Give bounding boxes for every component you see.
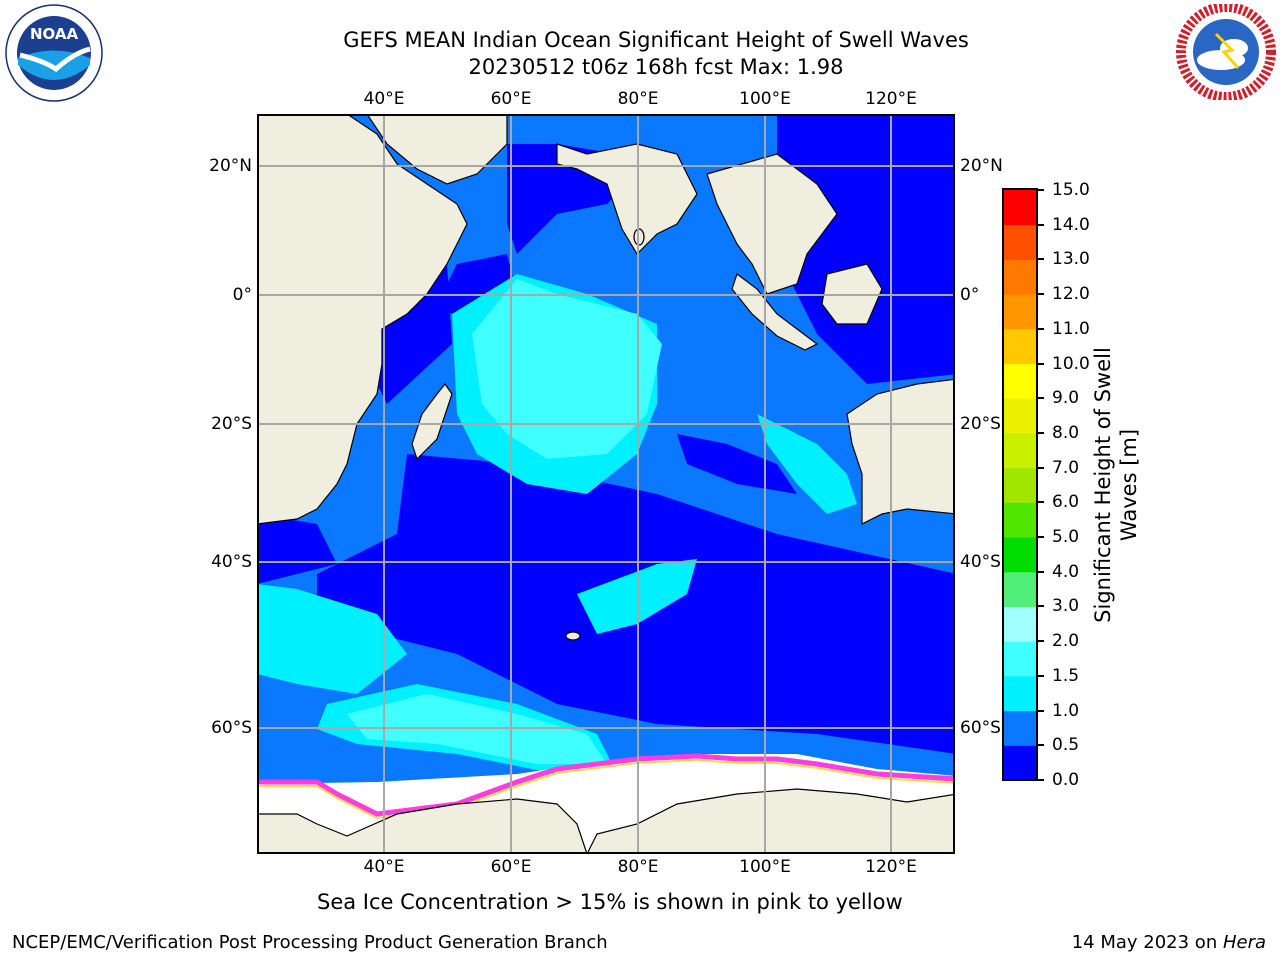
lat-label-right-40s: 40°S <box>960 552 1001 572</box>
lon-label-bottom-100: 100°E <box>739 857 791 877</box>
lon-label-top-40: 40°E <box>363 89 405 109</box>
lat-label-right-20n: 20°N <box>960 156 1003 176</box>
colorbar-tick-mark <box>1038 674 1044 677</box>
colorbar-band <box>1003 710 1037 746</box>
colorbar-band <box>1003 190 1037 226</box>
lon-label-top-60: 60°E <box>490 89 532 109</box>
colorbar-tick-mark <box>1038 189 1044 191</box>
colorbar-tick-label: 4.0 <box>1052 561 1080 582</box>
footer-date-text: 14 May 2023 on <box>1071 932 1223 953</box>
colorbar-tick-label: 7.0 <box>1052 457 1080 478</box>
sea-ice-edge-yellow <box>257 758 954 820</box>
colorbar-tick-mark <box>1038 744 1044 747</box>
antarctica-land-east <box>586 788 954 853</box>
colorbar-tick-label: 3.0 <box>1052 596 1080 617</box>
colorbar-tick-label: 15.0 <box>1052 180 1090 200</box>
colorbar-band <box>1003 294 1037 330</box>
colorbar-tick-label: 12.0 <box>1052 284 1090 305</box>
colorbar-tick-label: 10.0 <box>1052 353 1090 374</box>
chart-title: GEFS MEAN Indian Ocean Significant Heigh… <box>343 28 969 52</box>
colorbar-band <box>1003 606 1037 642</box>
colorbar-tick-mark <box>1038 466 1044 469</box>
map-panel <box>257 114 955 854</box>
colorbar-band <box>1003 224 1037 260</box>
nws-logo-icon <box>1176 2 1276 102</box>
graticule <box>257 114 954 853</box>
colorbar-tick-label: 9.0 <box>1052 388 1080 409</box>
colorbar-tick-mark <box>1038 605 1044 608</box>
noaa-logo-text: NOAA <box>30 25 79 43</box>
colorbar-tick-label: 6.0 <box>1052 492 1080 513</box>
lat-label-left-60s: 60°S <box>211 718 252 738</box>
chart-subtitle: 20230512 t06z 168h fcst Max: 1.98 <box>468 55 844 79</box>
footer-credit: NCEP/EMC/Verification Post Processing Pr… <box>12 932 608 953</box>
colorbar-band <box>1003 571 1037 607</box>
colorbar-band <box>1003 467 1037 503</box>
colorbar-band <box>1003 502 1037 538</box>
lat-label-left-0: 0° <box>232 285 252 305</box>
colorbar-label: Significant Height of Swell Waves [m] <box>1091 347 1141 623</box>
colorbar-band <box>1003 328 1037 365</box>
colorbar-band <box>1003 745 1037 781</box>
colorbar-tick-mark <box>1038 779 1044 781</box>
lat-label-right-20s: 20°S <box>960 414 1001 434</box>
footer-host: Hera <box>1222 932 1266 953</box>
sea-ice-note: Sea Ice Concentration > 15% is shown in … <box>317 890 903 914</box>
colorbar-tick-label: 14.0 <box>1052 214 1090 235</box>
colorbar-band <box>1003 432 1037 469</box>
sea-ice-edge <box>257 753 954 817</box>
antarctica-land <box>257 798 588 853</box>
footer-date: 14 May 2023 on Hera <box>1072 932 1266 953</box>
map-frame <box>257 114 955 854</box>
colorbar-tick-mark <box>1038 397 1044 400</box>
colorbar-tick-label: 1.0 <box>1052 700 1080 721</box>
colorbar-tick-mark <box>1038 293 1044 296</box>
colorbar-tick-mark <box>1038 501 1044 504</box>
lat-label-left-20s: 20°S <box>211 414 252 434</box>
colorbar-band <box>1003 398 1037 434</box>
lon-label-bottom-60: 60°E <box>490 857 532 877</box>
lon-label-bottom-40: 40°E <box>363 857 405 877</box>
colorbar-tick-label: 0.5 <box>1052 735 1080 756</box>
colorbar-tick-label: 8.0 <box>1052 422 1080 443</box>
colorbar-tick-mark <box>1038 709 1044 712</box>
colorbar-band <box>1003 259 1037 295</box>
colorbar-band <box>1003 641 1037 677</box>
colorbar-tick-label: 1.5 <box>1052 665 1080 686</box>
colorbar-tick-mark <box>1038 327 1044 330</box>
colorbar-tick-mark <box>1038 536 1044 539</box>
noaa-logo-icon: NOAA <box>4 3 104 103</box>
colorbar-band <box>1003 537 1037 573</box>
colorbar-tick-label: 2.0 <box>1052 631 1080 652</box>
colorbar-tick-label: 5.0 <box>1052 527 1080 548</box>
colorbar-band <box>1003 363 1037 399</box>
lon-label-top-100: 100°E <box>739 89 791 109</box>
colorbar-tick-label: 0.0 <box>1052 770 1080 790</box>
lat-label-right-0: 0° <box>960 285 980 305</box>
lon-label-bottom-80: 80°E <box>617 857 659 877</box>
lon-label-bottom-120: 120°E <box>865 857 917 877</box>
colorbar-tick-label: 11.0 <box>1052 318 1090 339</box>
lat-label-left-20n: 20°N <box>209 156 252 176</box>
lon-label-top-80: 80°E <box>617 89 659 109</box>
lat-label-right-60s: 60°S <box>960 718 1001 738</box>
colorbar-tick-mark <box>1038 640 1044 643</box>
colorbar <box>1002 188 1038 781</box>
colorbar-tick-label: 13.0 <box>1052 249 1090 270</box>
lat-label-left-40s: 40°S <box>211 552 252 572</box>
colorbar-tick-mark <box>1038 223 1044 226</box>
lon-label-top-120: 120°E <box>865 89 917 109</box>
colorbar-tick-mark <box>1038 258 1044 261</box>
colorbar-tick-mark <box>1038 362 1044 365</box>
colorbar-tick-mark <box>1038 570 1044 573</box>
colorbar-band <box>1003 675 1037 712</box>
colorbar-tick-mark <box>1038 431 1044 434</box>
